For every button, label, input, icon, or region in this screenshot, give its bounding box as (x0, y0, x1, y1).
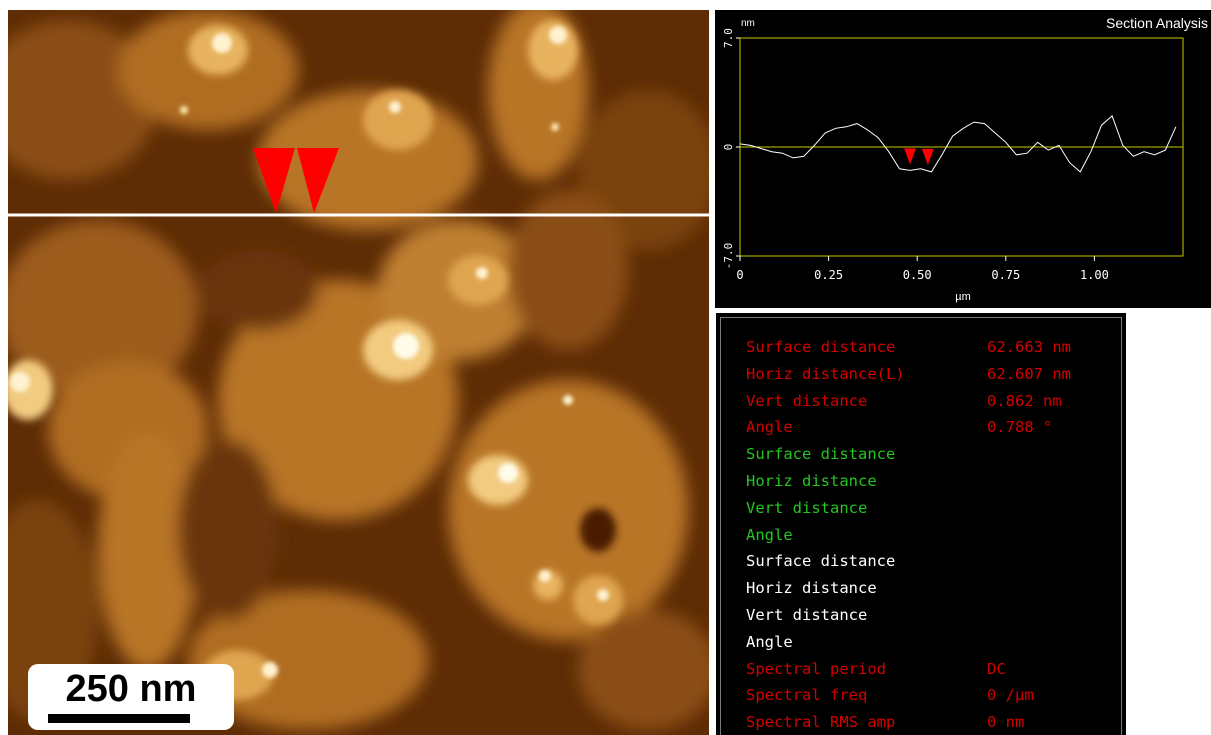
y-tick-label: -7.0 (722, 243, 735, 270)
section-cursor-right[interactable] (297, 148, 339, 213)
measurement-label: Vert distance (746, 391, 868, 410)
y-tick-label: 7.0 (722, 28, 735, 48)
measurement-label: Horiz distance (746, 472, 877, 490)
measurement-label: Angle (746, 418, 793, 437)
measurement-value: 0.788 ° (987, 418, 1053, 437)
profile-cursor-marker[interactable] (921, 148, 934, 165)
measurement-row: Spectral RMS amp 0 nm (721, 709, 1121, 735)
x-tick-label: 0.75 (991, 268, 1020, 282)
afm-height-image[interactable] (8, 10, 709, 735)
measurement-label: Horiz distance (746, 579, 877, 598)
y-unit-label: nm (741, 18, 755, 29)
profile-cursor-marker[interactable] (904, 148, 917, 165)
measurement-label: Angle (746, 632, 793, 651)
measurement-label: Spectral freq (746, 686, 868, 705)
measurement-value: 0 /µm (987, 686, 1034, 705)
measurement-row: Surface distance (721, 548, 1121, 574)
section-analysis-panel: Section Analysis nm µm 7.0 0 -7.0 0 0.25 0.5… (715, 10, 1211, 308)
measurement-label: Vert distance (746, 498, 868, 517)
measurement-label: Angle (746, 525, 793, 544)
measurement-value: 62.663 nm (987, 338, 1071, 356)
section-cursor-left[interactable] (253, 148, 295, 213)
measurement-row: Vert distance (721, 602, 1121, 628)
measurement-row: Vert distance 0.862 nm (721, 388, 1121, 414)
measurement-label: Spectral RMS amp (746, 713, 896, 732)
measurement-label: Surface distance (746, 445, 896, 464)
measurement-row: Surface distance (721, 441, 1121, 467)
measurement-list: Surface distance 62.663 nm Horiz distance(… (720, 317, 1122, 735)
scale-bar: 250 nm (28, 664, 234, 730)
measurement-panel: Surface distance 62.663 nm Horiz distance(… (716, 313, 1126, 735)
measurement-row: Angle 0.788 ° (721, 414, 1121, 440)
x-tick-label: 0.50 (903, 268, 932, 282)
x-unit-label: µm (955, 291, 971, 303)
measurement-row: Horiz distance(L) 62.607 nm (721, 361, 1121, 387)
measurement-label: Vert distance (746, 606, 868, 624)
measurement-row: Spectral period DC (721, 656, 1121, 682)
measurement-row: Surface distance 62.663 nm (721, 334, 1121, 360)
measurement-row: Horiz distance (721, 468, 1121, 494)
section-profile-chart: Section Analysis nm µm 7.00-7.0 0 0.25 0.5… (722, 15, 1208, 303)
x-tick-label: 1.00 (1080, 268, 1109, 282)
measurement-value: 0 nm (987, 713, 1025, 732)
y-tick-label: 0 (722, 144, 735, 151)
scale-bar-line (48, 714, 190, 723)
measurement-value: 62.607 nm (987, 364, 1071, 383)
measurement-label: Horiz distance(L) (746, 364, 905, 383)
measurement-label: Spectral period (746, 659, 886, 678)
afm-topography-svg (8, 10, 709, 735)
measurement-row: Horiz distance (721, 575, 1121, 601)
measurement-label: Surface distance (746, 338, 896, 356)
measurement-row: Angle (721, 522, 1121, 548)
measurement-label: Surface distance (746, 552, 896, 571)
scale-bar-label: 250 nm (65, 668, 197, 710)
x-tick-label: 0.25 (814, 268, 843, 282)
profile-line (739, 115, 1177, 173)
measurement-row: Spectral freq 0 /µm (721, 682, 1121, 708)
measurement-row: Vert distance (721, 495, 1121, 521)
measurement-row: Angle (721, 629, 1121, 655)
x-tick-label: 0 (736, 268, 743, 282)
measurement-value: 0.862 nm (987, 391, 1062, 410)
section-analysis-title: Section Analysis (1106, 15, 1208, 31)
measurement-value: DC (987, 659, 1006, 678)
